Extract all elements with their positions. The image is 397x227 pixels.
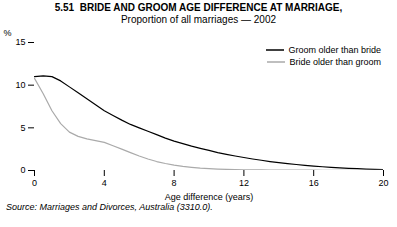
svg-text:5: 5 (20, 123, 25, 133)
html-text:Groom older than bride: Groom older than bride (288, 45, 381, 55)
svg-text:10: 10 (15, 80, 25, 90)
svg-text:20: 20 (378, 178, 388, 188)
svg-text:8: 8 (172, 178, 177, 188)
html-text:5.51 BRIDE AND GROOM AGE DIFFE: 5.51 BRIDE AND GROOM AGE DIFFERENCE AT M… (54, 2, 343, 13)
svg-text:15: 15 (15, 37, 25, 47)
svg-text:0: 0 (32, 178, 37, 188)
html-text:Proportion of all marriages —: Proportion of all marriages — 2002 (121, 14, 276, 25)
svg-text:12: 12 (239, 178, 249, 188)
svg-text:%: % (4, 28, 12, 38)
svg-text:16: 16 (309, 178, 319, 188)
html-text:Source: Marriages and Divorces: Source: Marriages and Divorces, Australi… (6, 202, 213, 212)
svg-text:Age difference (years): Age difference (years) (165, 192, 253, 202)
svg-text:0: 0 (20, 165, 25, 175)
html-text:Bride older than groom: Bride older than groom (289, 57, 381, 67)
svg-text:4: 4 (102, 178, 107, 188)
